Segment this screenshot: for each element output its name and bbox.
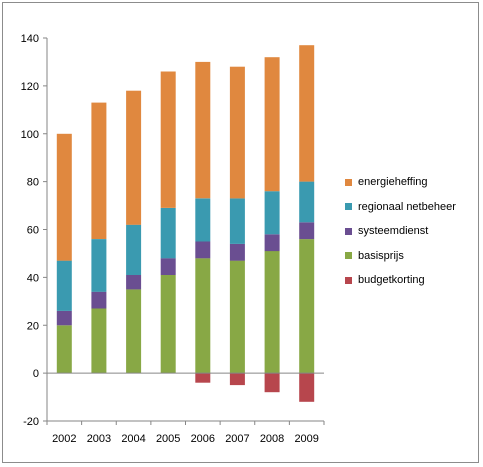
legend-label: basisprijs (358, 249, 404, 262)
bar-regionaal-netbeheer-2008 (264, 191, 280, 235)
bar-regionaal-netbeheer-2003 (91, 239, 107, 292)
bar-basisprijs-2002 (56, 325, 72, 374)
y-tick-label: 0 (33, 368, 39, 380)
bar-energieheffing-2002 (56, 133, 72, 261)
bar-energieheffing-2007 (229, 66, 245, 199)
bar-basisprijs-2006 (195, 258, 211, 374)
bar-basisprijs-2008 (264, 251, 280, 374)
x-tick-label: 2006 (191, 433, 215, 445)
legend-swatch (345, 203, 352, 210)
bar-regionaal-netbeheer-2004 (126, 224, 142, 275)
bar-energieheffing-2005 (160, 71, 176, 208)
y-tick-label: 120 (21, 81, 39, 93)
y-tick-label: 140 (21, 33, 39, 45)
legend-swatch (345, 252, 352, 259)
legend: energieheffing regionaal netbeheer systeem… (345, 176, 475, 299)
legend-item-budgetkorting: budgetkorting (345, 274, 475, 286)
legend-item-energieheffing: energieheffing (345, 176, 475, 188)
tick-labels-group: -20 0 20 40 60 80 100 120 140 2002 2003 2004 2005 200… (21, 33, 319, 445)
y-tick-label: 60 (27, 225, 39, 237)
bar-systeemdienst-2003 (91, 291, 107, 309)
legend-label: budgetkorting (358, 274, 425, 286)
x-tick-label: 2003 (87, 433, 111, 445)
bar-basisprijs-2009 (299, 239, 315, 374)
x-tick-label: 2005 (156, 433, 180, 445)
bar-systeemdienst-2008 (264, 234, 280, 252)
x-tick-label: 2002 (52, 433, 76, 445)
x-tick-label: 2009 (294, 433, 318, 445)
legend-swatch (345, 178, 352, 186)
legend-item-regionaal-netbeheer: regionaal netbeheer (345, 201, 475, 213)
bar-regionaal-netbeheer-2006 (195, 198, 211, 242)
bar-budgetkorting-2009 (299, 373, 315, 402)
bar-regionaal-netbeheer-2007 (229, 198, 245, 244)
bars-group (56, 45, 315, 402)
legend-item-basisprijs: basisprijs (345, 250, 475, 262)
bar-budgetkorting-2007 (229, 373, 245, 386)
x-tick-label: 2008 (260, 433, 284, 445)
x-tick-label: 2004 (121, 433, 145, 445)
bar-systeemdienst-2005 (160, 258, 176, 275)
y-tick-label: 100 (21, 129, 39, 141)
bar-energieheffing-2006 (195, 61, 211, 199)
bar-regionaal-netbeheer-2009 (299, 181, 315, 223)
legend-item-systeemdienst: systeemdienst (345, 225, 475, 237)
bar-basisprijs-2004 (126, 289, 142, 374)
bar-energieheffing-2004 (126, 90, 142, 225)
bar-systeemdienst-2002 (56, 310, 72, 326)
legend-label: regionaal netbeheer (358, 200, 456, 213)
bar-regionaal-netbeheer-2002 (56, 260, 72, 311)
bar-energieheffing-2009 (299, 45, 315, 182)
y-tick-label: 80 (27, 177, 39, 189)
bar-systeemdienst-2007 (229, 243, 245, 261)
axes-group (43, 37, 325, 425)
bar-systeemdienst-2009 (299, 222, 315, 240)
bar-basisprijs-2005 (160, 275, 176, 374)
y-tick-label: -20 (23, 416, 39, 428)
bar-regionaal-netbeheer-2005 (160, 208, 176, 259)
y-tick-label: 20 (27, 320, 39, 332)
bar-energieheffing-2003 (91, 102, 107, 239)
bar-basisprijs-2007 (229, 260, 245, 374)
legend-swatch (345, 227, 352, 235)
x-tick-label: 2007 (225, 433, 249, 445)
bar-energieheffing-2008 (264, 57, 280, 192)
bar-systeemdienst-2006 (195, 241, 211, 259)
legend-label: systeemdienst (358, 225, 429, 237)
y-tick-label: 40 (27, 272, 39, 284)
bar-basisprijs-2003 (91, 308, 107, 374)
bar-budgetkorting-2008 (264, 373, 280, 393)
bar-budgetkorting-2006 (195, 373, 211, 383)
bar-systeemdienst-2004 (126, 275, 142, 290)
legend-swatch (345, 276, 352, 284)
legend-label: energieheffing (358, 176, 428, 188)
